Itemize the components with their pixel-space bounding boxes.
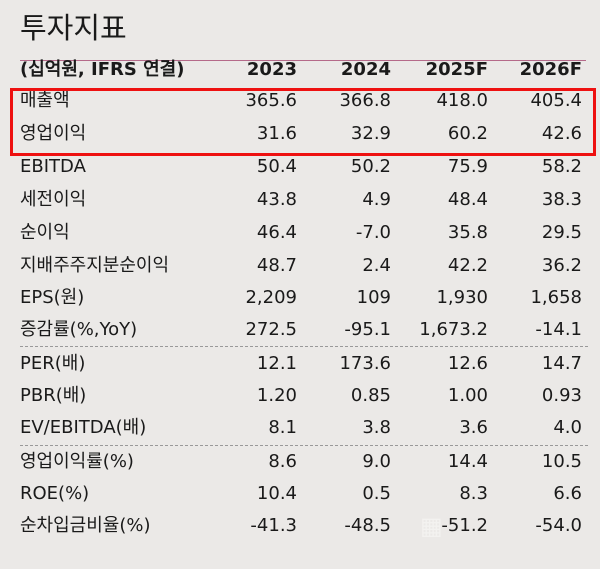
column-header: 2023 (246, 59, 297, 80)
cell-value: 14.4 (447, 451, 488, 472)
cell-value: 272.5 (245, 319, 297, 340)
cell-value: 35.8 (447, 222, 488, 243)
cell-value: -54.0 (535, 515, 582, 536)
cell-value: 2.4 (362, 255, 391, 276)
cell-value: 405.4 (530, 90, 582, 111)
cell-value: 32.9 (350, 123, 391, 144)
column-header: 2024 (340, 59, 391, 80)
cell-value: 3.8 (362, 417, 391, 438)
row-label: 영업이익 (20, 123, 87, 144)
cell-value: 4.0 (553, 417, 582, 438)
cell-value: 43.8 (256, 189, 297, 210)
title-divider (20, 60, 586, 61)
cell-value: 1,658 (530, 287, 582, 308)
cell-value: 12.1 (256, 353, 297, 374)
row-label: EBITDA (20, 156, 86, 177)
cell-value: 8.1 (268, 417, 297, 438)
watermark-logo: ▦ (420, 512, 445, 540)
row-label: 지배주주지분순이익 (20, 255, 170, 276)
cell-value: 3.6 (459, 417, 488, 438)
row-divider (20, 346, 588, 347)
table-row: EBITDA 50.4 50.2 75.9 58.2 (20, 151, 584, 183)
cell-value: 0.93 (541, 385, 582, 406)
row-label: PBR(배) (20, 385, 87, 406)
table-row: 순차입금비율(%) -41.3 -48.5 -51.2 -54.0 (20, 510, 584, 542)
cell-value: 109 (356, 287, 391, 308)
cell-value: 50.2 (350, 156, 391, 177)
cell-value: 8.6 (268, 451, 297, 472)
header-unit-label: (십억원, IFRS 연결) (20, 59, 185, 80)
cell-value: -41.3 (250, 515, 297, 536)
cell-value: 14.7 (541, 353, 582, 374)
cell-value: 1.00 (447, 385, 488, 406)
cell-value: 60.2 (447, 123, 488, 144)
cell-value: 1,930 (436, 287, 488, 308)
cell-value: 8.3 (459, 483, 488, 504)
row-label: ROE(%) (20, 483, 90, 504)
cell-value: 4.9 (362, 189, 391, 210)
table-row: EV/EBITDA(배) 8.1 3.8 3.6 4.0 (20, 412, 584, 444)
cell-value: 29.5 (541, 222, 582, 243)
table-row: PBR(배) 1.20 0.85 1.00 0.93 (20, 380, 584, 412)
cell-value: 58.2 (541, 156, 582, 177)
cell-value: 48.4 (447, 189, 488, 210)
cell-value: 48.7 (256, 255, 297, 276)
row-label: 순이익 (20, 222, 70, 243)
cell-value: -51.2 (441, 515, 488, 536)
row-label: PER(배) (20, 353, 86, 374)
cell-value: 31.6 (256, 123, 297, 144)
table-row: PER(배) 12.1 173.6 12.6 14.7 (20, 348, 584, 380)
cell-value: 10.4 (256, 483, 297, 504)
row-label: 순차입금비율(%) (20, 515, 151, 536)
row-label: 증감률(%,YoY) (20, 319, 138, 340)
cell-value: 6.6 (553, 483, 582, 504)
cell-value: -7.0 (355, 222, 391, 243)
column-header: 2025F (425, 59, 488, 80)
row-divider (20, 445, 588, 446)
cell-value: -14.1 (535, 319, 582, 340)
cell-value: -95.1 (344, 319, 391, 340)
table-row: EPS(원) 2,209 109 1,930 1,658 (20, 282, 584, 314)
row-label: EV/EBITDA(배) (20, 417, 147, 438)
table-header: (십억원, IFRS 연결) 2023 2024 2025F 2026F (20, 54, 584, 86)
cell-value: 0.5 (362, 483, 391, 504)
row-label: 매출액 (20, 90, 70, 111)
row-label: EPS(원) (20, 287, 85, 308)
cell-value: 9.0 (362, 451, 391, 472)
cell-value: 38.3 (541, 189, 582, 210)
cell-value: 50.4 (256, 156, 297, 177)
page-title: 투자지표 (20, 11, 127, 45)
cell-value: -48.5 (344, 515, 391, 536)
highlight-box (10, 88, 596, 156)
row-label: 영업이익률(%) (20, 451, 134, 472)
table-row: 증감률(%,YoY) 272.5 -95.1 1,673.2 -14.1 (20, 314, 584, 346)
table-row: 순이익 46.4 -7.0 35.8 29.5 (20, 217, 584, 249)
cell-value: 418.0 (436, 90, 488, 111)
cell-value: 42.2 (447, 255, 488, 276)
cell-value: 42.6 (541, 123, 582, 144)
table-row: 세전이익 43.8 4.9 48.4 38.3 (20, 184, 584, 216)
table-row: 매출액 365.6 366.8 418.0 405.4 (20, 85, 584, 117)
cell-value: 365.6 (245, 90, 297, 111)
cell-value: 1.20 (256, 385, 297, 406)
cell-value: 46.4 (256, 222, 297, 243)
table-row: ROE(%) 10.4 0.5 8.3 6.6 (20, 478, 584, 510)
cell-value: 36.2 (541, 255, 582, 276)
column-header: 2026F (519, 59, 582, 80)
cell-value: 12.6 (447, 353, 488, 374)
table-row: 지배주주지분순이익 48.7 2.4 42.2 36.2 (20, 250, 584, 282)
cell-value: 1,673.2 (419, 319, 488, 340)
cell-value: 0.85 (350, 385, 391, 406)
cell-value: 10.5 (541, 451, 582, 472)
cell-value: 173.6 (339, 353, 391, 374)
cell-value: 366.8 (339, 90, 391, 111)
cell-value: 2,209 (245, 287, 297, 308)
row-label: 세전이익 (20, 189, 87, 210)
table-row: 영업이익 31.6 32.9 60.2 42.6 (20, 118, 584, 150)
table-row: 영업이익률(%) 8.6 9.0 14.4 10.5 (20, 446, 584, 478)
cell-value: 75.9 (447, 156, 488, 177)
